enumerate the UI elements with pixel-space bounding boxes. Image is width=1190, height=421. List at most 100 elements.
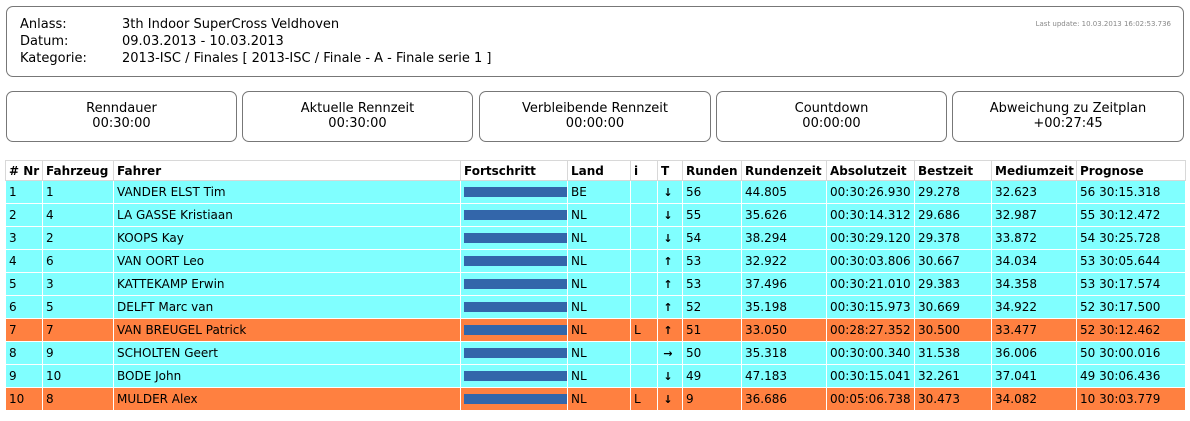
- remaining-race-time-box: Verbleibende Rennzeit 00:00:00: [479, 91, 711, 142]
- prognosis-cell: 56 30:15.318: [1076, 180, 1186, 204]
- laps-cell: 55: [682, 203, 742, 227]
- current-race-time-label: Aktuelle Rennzeit: [300, 101, 415, 116]
- lap-time-cell: 37.496: [741, 272, 827, 296]
- trend-cell: ↓: [657, 226, 683, 250]
- countdown-box: Countdown 00:00:00: [716, 91, 947, 142]
- laps-cell: 53: [682, 272, 742, 296]
- laps-cell: 50: [682, 341, 742, 365]
- lap-time-cell: 33.050: [741, 318, 827, 342]
- driver-name-cell: KATTEKAMP Erwin: [113, 272, 461, 296]
- arrow-up-icon: ↑: [663, 301, 673, 314]
- absolute-time-cell: 00:30:21.010: [826, 272, 915, 296]
- progress-bar: [464, 394, 567, 404]
- lap-time-cell: 38.294: [741, 226, 827, 250]
- results-table: # Nr Fahrzeug Fahrer Fortschritt Land i …: [5, 160, 1186, 411]
- driver-name-cell: VAN BREUGEL Patrick: [113, 318, 461, 342]
- trend-cell: ↓: [657, 180, 683, 204]
- best-time-cell: 29.278: [914, 180, 992, 204]
- progress-bar: [464, 187, 567, 197]
- date-value: 09.03.2013 - 10.03.2013: [122, 34, 284, 49]
- prognosis-cell: 50 30:00.016: [1076, 341, 1186, 365]
- info-cell: [630, 203, 658, 227]
- medium-time-cell: 32.623: [991, 180, 1077, 204]
- col-header-info[interactable]: i: [630, 160, 658, 181]
- info-cell: [630, 364, 658, 388]
- race-duration-value: 00:30:00: [92, 116, 151, 131]
- col-header-driver[interactable]: Fahrer: [113, 160, 461, 181]
- absolute-time-cell: 00:30:15.973: [826, 295, 915, 319]
- trend-cell: ↓: [657, 364, 683, 388]
- driver-name-cell: DELFT Marc van: [113, 295, 461, 319]
- medium-time-cell: 34.082: [991, 387, 1077, 411]
- col-header-laps[interactable]: Runden: [682, 160, 742, 181]
- col-header-trend[interactable]: T: [657, 160, 683, 181]
- progress-cell: [460, 341, 568, 365]
- prognosis-cell: 52 30:17.500: [1076, 295, 1186, 319]
- info-cell: L: [630, 387, 658, 411]
- arrow-down-icon: ↓: [663, 370, 673, 383]
- medium-time-cell: 34.922: [991, 295, 1077, 319]
- trend-cell: ↑: [657, 318, 683, 342]
- best-time-cell: 30.473: [914, 387, 992, 411]
- table-row: 4 6 VAN OORT Leo NL ↑ 53 32.922 00:30:03.806 30.…: [5, 249, 1186, 273]
- date-row: Datum: 09.03.2013 - 10.03.2013: [20, 34, 284, 50]
- driver-name-cell: VANDER ELST Tim: [113, 180, 461, 204]
- col-header-vehicle[interactable]: Fahrzeug: [42, 160, 114, 181]
- lap-time-cell: 47.183: [741, 364, 827, 388]
- event-info-panel: Anlass: 3th Indoor SuperCross Veldhoven D…: [6, 6, 1184, 77]
- medium-time-cell: 36.006: [991, 341, 1077, 365]
- country-cell: NL: [567, 272, 631, 296]
- best-time-cell: 30.667: [914, 249, 992, 273]
- laps-cell: 56: [682, 180, 742, 204]
- country-cell: BE: [567, 180, 631, 204]
- table-row: 5 3 KATTEKAMP Erwin NL ↑ 53 37.496 00:30:21.010…: [5, 272, 1186, 296]
- vehicle-number-cell: 6: [42, 249, 114, 273]
- medium-time-cell: 32.987: [991, 203, 1077, 227]
- col-header-absolute-time[interactable]: Absolutzeit: [826, 160, 915, 181]
- country-cell: NL: [567, 203, 631, 227]
- trend-cell: ↑: [657, 249, 683, 273]
- position-cell: 7: [5, 318, 43, 342]
- laps-cell: 49: [682, 364, 742, 388]
- col-header-best-time[interactable]: Bestzeit: [914, 160, 992, 181]
- laps-cell: 53: [682, 249, 742, 273]
- absolute-time-cell: 00:30:26.930: [826, 180, 915, 204]
- countdown-label: Countdown: [794, 101, 869, 116]
- arrow-right-icon: →: [663, 347, 673, 360]
- progress-bar: [464, 279, 567, 289]
- progress-bar: [464, 210, 567, 220]
- col-header-country[interactable]: Land: [567, 160, 631, 181]
- trend-cell: ↑: [657, 295, 683, 319]
- table-row: 6 5 DELFT Marc van NL ↑ 52 35.198 00:30:15.973 3…: [5, 295, 1186, 319]
- col-header-progress[interactable]: Fortschritt: [460, 160, 568, 181]
- lap-time-cell: 35.626: [741, 203, 827, 227]
- vehicle-number-cell: 4: [42, 203, 114, 227]
- best-time-cell: 29.378: [914, 226, 992, 250]
- event-value: 3th Indoor SuperCross Veldhoven: [122, 17, 340, 32]
- prognosis-cell: 10 30:03.779: [1076, 387, 1186, 411]
- col-header-lap-time[interactable]: Rundenzeit: [741, 160, 827, 181]
- col-header-pos[interactable]: # Nr: [5, 160, 43, 181]
- arrow-down-icon: ↓: [663, 232, 673, 245]
- laps-cell: 54: [682, 226, 742, 250]
- prognosis-cell: 53 30:17.574: [1076, 272, 1186, 296]
- laps-cell: 51: [682, 318, 742, 342]
- col-header-prognosis[interactable]: Prognose: [1076, 160, 1186, 181]
- arrow-down-icon: ↓: [663, 186, 673, 199]
- position-cell: 4: [5, 249, 43, 273]
- lap-time-cell: 35.198: [741, 295, 827, 319]
- arrow-up-icon: ↑: [663, 278, 673, 291]
- category-label: Kategorie:: [20, 51, 87, 66]
- col-header-medium-time[interactable]: Mediumzeit: [991, 160, 1077, 181]
- progress-cell: [460, 387, 568, 411]
- best-time-cell: 31.538: [914, 341, 992, 365]
- driver-name-cell: VAN OORT Leo: [113, 249, 461, 273]
- country-cell: NL: [567, 295, 631, 319]
- absolute-time-cell: 00:28:27.352: [826, 318, 915, 342]
- info-cell: [630, 272, 658, 296]
- prognosis-cell: 49 30:06.436: [1076, 364, 1186, 388]
- position-cell: 1: [5, 180, 43, 204]
- country-cell: NL: [567, 387, 631, 411]
- prognosis-cell: 52 30:12.462: [1076, 318, 1186, 342]
- best-time-cell: 29.686: [914, 203, 992, 227]
